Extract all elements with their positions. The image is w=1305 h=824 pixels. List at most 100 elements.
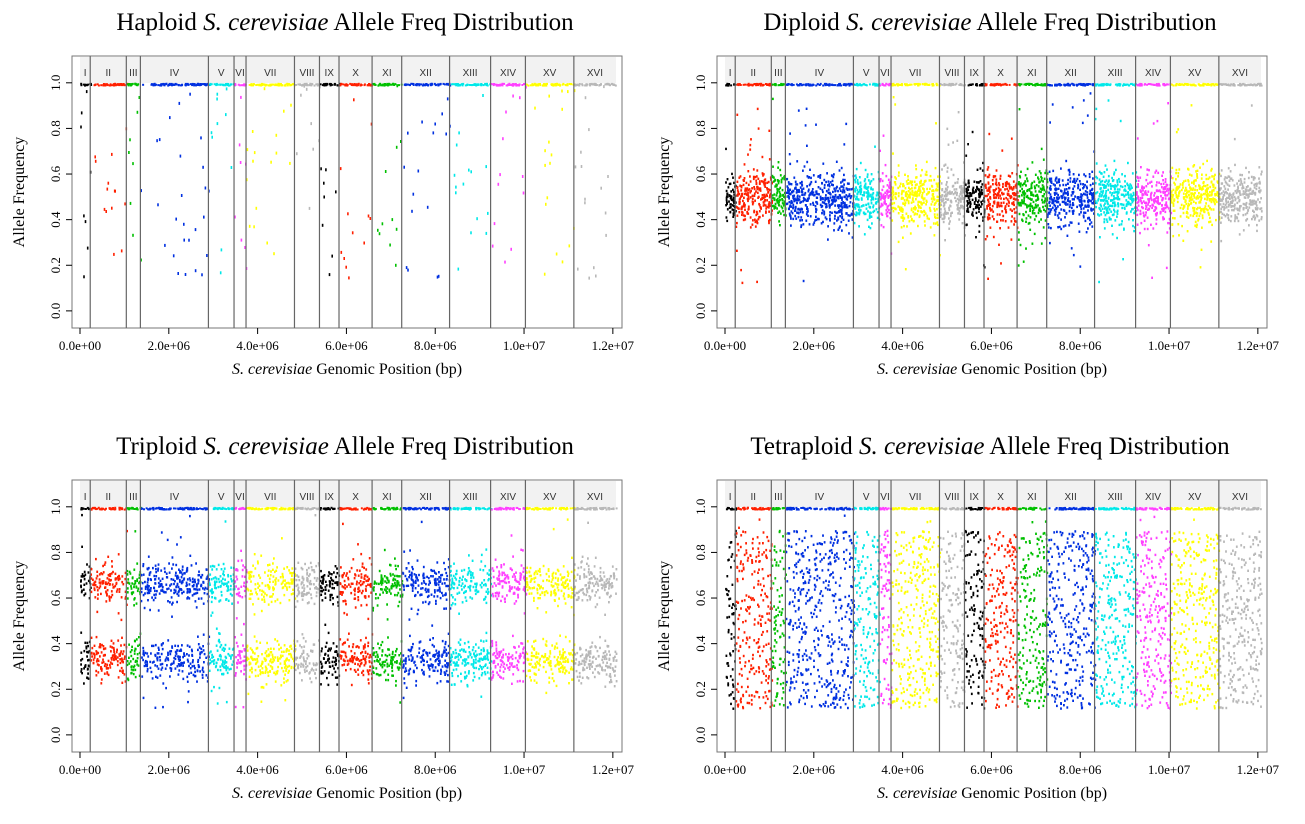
data-point — [837, 84, 840, 87]
data-point — [90, 84, 93, 86]
data-point — [886, 214, 888, 218]
data-point — [124, 202, 126, 206]
data-point — [600, 83, 602, 86]
data-point — [882, 225, 885, 229]
chromosome-points — [964, 82, 986, 269]
data-point — [1189, 83, 1192, 86]
data-point — [787, 195, 790, 198]
data-point — [443, 83, 446, 86]
data-point — [841, 180, 844, 183]
data-point — [768, 221, 770, 225]
data-point — [1188, 173, 1191, 176]
data-point — [230, 166, 233, 169]
data-point — [845, 122, 848, 126]
chromosome-points — [939, 82, 967, 242]
data-point — [1196, 173, 1198, 176]
data-point — [505, 84, 508, 87]
data-point — [837, 216, 839, 219]
data-point — [328, 273, 331, 277]
data-point — [1170, 193, 1173, 196]
data-point — [908, 196, 911, 199]
data-point — [1049, 204, 1051, 207]
data-point — [1002, 201, 1005, 204]
data-point — [742, 205, 745, 208]
data-point — [1205, 189, 1208, 193]
data-point — [808, 223, 811, 226]
data-point — [408, 83, 411, 86]
data-point — [808, 194, 811, 197]
data-point — [1056, 196, 1058, 199]
data-point — [736, 249, 738, 252]
data-point — [829, 211, 831, 214]
y-tick-label: 0.6 — [48, 165, 63, 182]
data-point — [751, 187, 753, 190]
data-point — [203, 215, 205, 219]
data-point — [943, 207, 946, 210]
title-suffix: Allele Freq Distribution — [329, 9, 575, 36]
data-point — [1186, 196, 1188, 199]
data-point — [763, 200, 766, 203]
data-point — [940, 203, 943, 206]
data-point — [1059, 184, 1061, 187]
data-point — [1127, 161, 1129, 165]
data-point — [935, 188, 938, 191]
data-point — [1095, 107, 1098, 111]
data-point — [732, 213, 735, 217]
data-point — [114, 189, 116, 193]
data-point — [470, 170, 472, 174]
data-point — [758, 202, 760, 206]
data-point — [915, 176, 917, 179]
data-point — [1012, 202, 1014, 206]
data-point — [917, 209, 920, 213]
data-point — [1177, 172, 1180, 175]
data-point — [1055, 181, 1058, 184]
data-point — [1149, 181, 1151, 184]
data-point — [751, 223, 754, 226]
data-point — [97, 84, 100, 87]
data-point — [1185, 202, 1188, 206]
data-point — [783, 200, 786, 203]
data-point — [788, 200, 791, 204]
data-point — [752, 177, 755, 181]
data-point — [815, 215, 817, 218]
data-point — [832, 195, 834, 198]
data-point — [248, 83, 251, 86]
data-point — [1013, 208, 1016, 211]
data-point — [781, 202, 784, 205]
data-point — [106, 84, 109, 86]
data-point — [476, 83, 479, 86]
data-point — [1055, 176, 1058, 179]
data-point — [825, 189, 828, 193]
data-point — [988, 186, 991, 189]
data-point — [551, 83, 554, 86]
data-point — [590, 82, 593, 85]
data-point — [950, 212, 952, 215]
data-point — [1019, 243, 1022, 247]
data-point — [1124, 188, 1126, 191]
data-point — [1208, 194, 1211, 197]
data-point — [813, 193, 816, 197]
data-point — [819, 195, 822, 198]
data-point — [807, 188, 810, 191]
data-point — [1159, 212, 1162, 215]
data-point — [1100, 213, 1103, 216]
data-point — [191, 84, 194, 87]
data-point — [1052, 199, 1055, 202]
data-point — [1040, 179, 1043, 182]
data-point — [1165, 266, 1168, 270]
data-point — [1025, 210, 1027, 214]
data-point — [1202, 181, 1205, 185]
data-point — [812, 201, 814, 205]
data-point — [1146, 168, 1149, 171]
chromosome-label: X — [352, 68, 359, 79]
data-point — [1065, 183, 1067, 187]
data-point — [1130, 184, 1133, 187]
data-point — [825, 180, 827, 184]
data-point — [996, 220, 998, 223]
data-point — [922, 188, 925, 191]
data-point — [351, 231, 354, 235]
data-point — [845, 206, 848, 209]
data-point — [1054, 199, 1057, 203]
data-point — [1163, 207, 1165, 210]
data-point — [798, 190, 801, 193]
